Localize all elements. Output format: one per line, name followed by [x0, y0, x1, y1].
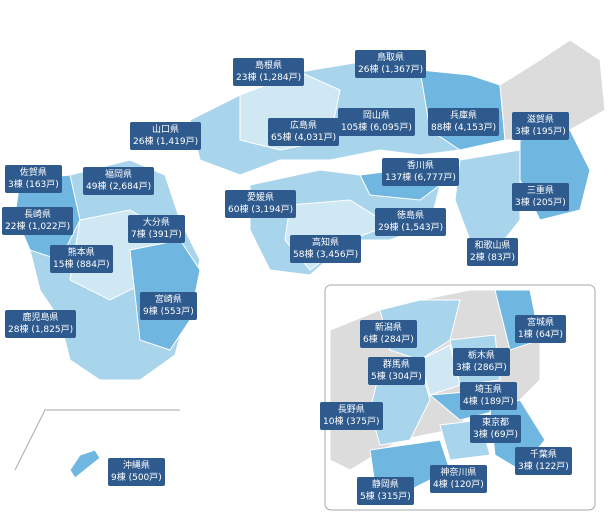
prefecture-label: 宮城県 1棟 (64戸)	[515, 315, 567, 343]
prefecture-count: 23棟 (1,284戸)	[236, 73, 302, 83]
prefecture-name: 香川県	[406, 161, 434, 171]
prefecture-name: 千葉県	[529, 450, 557, 460]
prefecture-label: 栃木県 3棟 (286戸)	[453, 348, 510, 376]
prefecture-label: 鳥取県 26棟 (1,367戸)	[355, 50, 427, 78]
prefecture-count: 5棟 (315戸)	[360, 492, 411, 502]
prefecture-label: 埼玉県 4棟 (189戸)	[460, 382, 517, 410]
prefecture-name: 栃木県	[467, 351, 495, 361]
prefecture-count: 26棟 (1,419戸)	[133, 137, 199, 147]
prefecture-count: 15棟 (884戸)	[53, 260, 110, 270]
prefecture-name: 神奈川県	[440, 468, 477, 478]
prefecture-name: 鳥取県	[377, 53, 405, 63]
prefecture-label: 徳島県 29棟 (1,543戸)	[375, 208, 447, 236]
prefecture-count: 7棟 (391戸)	[131, 230, 182, 240]
prefecture-count: 26棟 (1,367戸)	[358, 65, 424, 75]
prefecture-name: 東京都	[482, 418, 510, 428]
prefecture-count: 88棟 (4,153戸)	[431, 123, 497, 133]
prefecture-count: 9棟 (553戸)	[143, 307, 194, 317]
prefecture-name: 宮崎県	[154, 295, 182, 305]
inset-frame	[14, 409, 180, 471]
prefecture-name: 高知県	[312, 238, 340, 248]
prefecture-label: 高知県 58棟 (3,456戸)	[290, 235, 362, 263]
prefecture-count: 29棟 (1,543戸)	[378, 223, 444, 233]
prefecture-label: 福岡県 49棟 (2,684戸)	[83, 167, 155, 195]
prefecture-name: 徳島県	[397, 211, 425, 221]
prefecture-label: 大分県 7棟 (391戸)	[128, 215, 185, 243]
prefecture-count: 4棟 (120戸)	[433, 480, 484, 490]
prefecture-name: 長崎県	[24, 210, 52, 220]
prefecture-count: 3棟 (195戸)	[515, 127, 566, 137]
prefecture-count: 58棟 (3,456戸)	[293, 250, 359, 260]
prefecture-label: 静岡県 5棟 (315戸)	[357, 477, 414, 505]
prefecture-name: 群馬県	[382, 360, 410, 370]
prefecture-count: 5棟 (304戸)	[371, 372, 422, 382]
prefecture-count: 137棟 (6,777戸)	[385, 173, 456, 183]
prefecture-name: 長野県	[337, 405, 365, 415]
prefecture-count: 4棟 (189戸)	[463, 397, 514, 407]
prefecture-name: 沖縄県	[122, 461, 150, 471]
prefecture-label: 鹿児島県 28棟 (1,825戸)	[5, 310, 77, 338]
prefecture-name: 滋賀県	[526, 115, 554, 125]
prefecture-label: 山口県 26棟 (1,419戸)	[130, 122, 202, 150]
prefecture-name: 兵庫県	[450, 111, 478, 121]
prefecture-name: 埼玉県	[474, 385, 502, 395]
prefecture-count: 3棟 (122戸)	[518, 462, 569, 472]
prefecture-count: 3棟 (286戸)	[456, 363, 507, 373]
prefecture-count: 60棟 (3,194戸)	[228, 205, 294, 215]
prefecture-name: 鹿児島県	[22, 313, 59, 323]
prefecture-label: 東京都 3棟 (69戸)	[470, 415, 522, 443]
prefecture-name: 和歌山県	[474, 241, 511, 251]
prefecture-label: 滋賀県 3棟 (195戸)	[512, 112, 569, 140]
prefecture-label: 群馬県 5棟 (304戸)	[368, 357, 425, 385]
prefecture-count: 10棟 (375戸)	[323, 417, 380, 427]
prefecture-count: 28棟 (1,825戸)	[8, 325, 74, 335]
prefecture-name: 広島県	[290, 121, 318, 131]
prefecture-label: 兵庫県 88棟 (4,153戸)	[428, 108, 500, 136]
prefecture-label: 広島県 65棟 (4,031戸)	[268, 118, 340, 146]
prefecture-count: 1棟 (64戸)	[518, 330, 564, 340]
prefecture-label: 三重県 3棟 (205戸)	[512, 183, 569, 211]
prefecture-label: 長野県 10棟 (375戸)	[320, 402, 383, 430]
prefecture-label: 千葉県 3棟 (122戸)	[515, 447, 572, 475]
prefecture-label: 香川県 137棟 (6,777戸)	[382, 158, 459, 186]
prefecture-label: 新潟県 6棟 (284戸)	[360, 320, 417, 348]
prefecture-name: 新潟県	[374, 323, 402, 333]
prefecture-label: 神奈川県 4棟 (120戸)	[430, 465, 487, 493]
region	[69, 449, 101, 479]
prefecture-name: 宮城県	[527, 318, 555, 328]
prefecture-count: 105棟 (6,095戸)	[341, 123, 412, 133]
prefecture-label: 愛媛県 60棟 (3,194戸)	[225, 190, 297, 218]
prefecture-count: 9棟 (500戸)	[111, 473, 162, 483]
prefecture-count: 3棟 (69戸)	[473, 430, 519, 440]
prefecture-name: 岡山県	[362, 111, 390, 121]
prefecture-count: 3棟 (163戸)	[8, 180, 59, 190]
prefecture-name: 島根県	[255, 61, 283, 71]
prefecture-label: 岡山県 105棟 (6,095戸)	[338, 108, 415, 136]
prefecture-label: 沖縄県 9棟 (500戸)	[108, 458, 165, 486]
prefecture-name: 熊本県	[67, 248, 95, 258]
prefecture-name: 福岡県	[105, 170, 133, 180]
region	[454, 149, 521, 246]
prefecture-name: 山口県	[152, 125, 180, 135]
prefecture-count: 6棟 (284戸)	[363, 335, 414, 345]
prefecture-label: 島根県 23棟 (1,284戸)	[233, 58, 305, 86]
prefecture-count: 65棟 (4,031戸)	[271, 133, 337, 143]
prefecture-label: 宮崎県 9棟 (553戸)	[140, 292, 197, 320]
prefecture-count: 49棟 (2,684戸)	[86, 182, 152, 192]
prefecture-name: 佐賀県	[19, 168, 47, 178]
prefecture-name: 大分県	[142, 218, 170, 228]
prefecture-count: 3棟 (205戸)	[515, 198, 566, 208]
prefecture-name: 静岡県	[371, 480, 399, 490]
prefecture-name: 愛媛県	[247, 193, 275, 203]
prefecture-label: 長崎県 22棟 (1,022戸)	[2, 207, 74, 235]
prefecture-name: 三重県	[526, 186, 554, 196]
prefecture-label: 熊本県 15棟 (884戸)	[50, 245, 113, 273]
prefecture-label: 佐賀県 3棟 (163戸)	[5, 165, 62, 193]
prefecture-count: 2棟 (83戸)	[470, 253, 516, 263]
prefecture-label: 和歌山県 2棟 (83戸)	[467, 238, 519, 266]
prefecture-count: 22棟 (1,022戸)	[5, 222, 71, 232]
